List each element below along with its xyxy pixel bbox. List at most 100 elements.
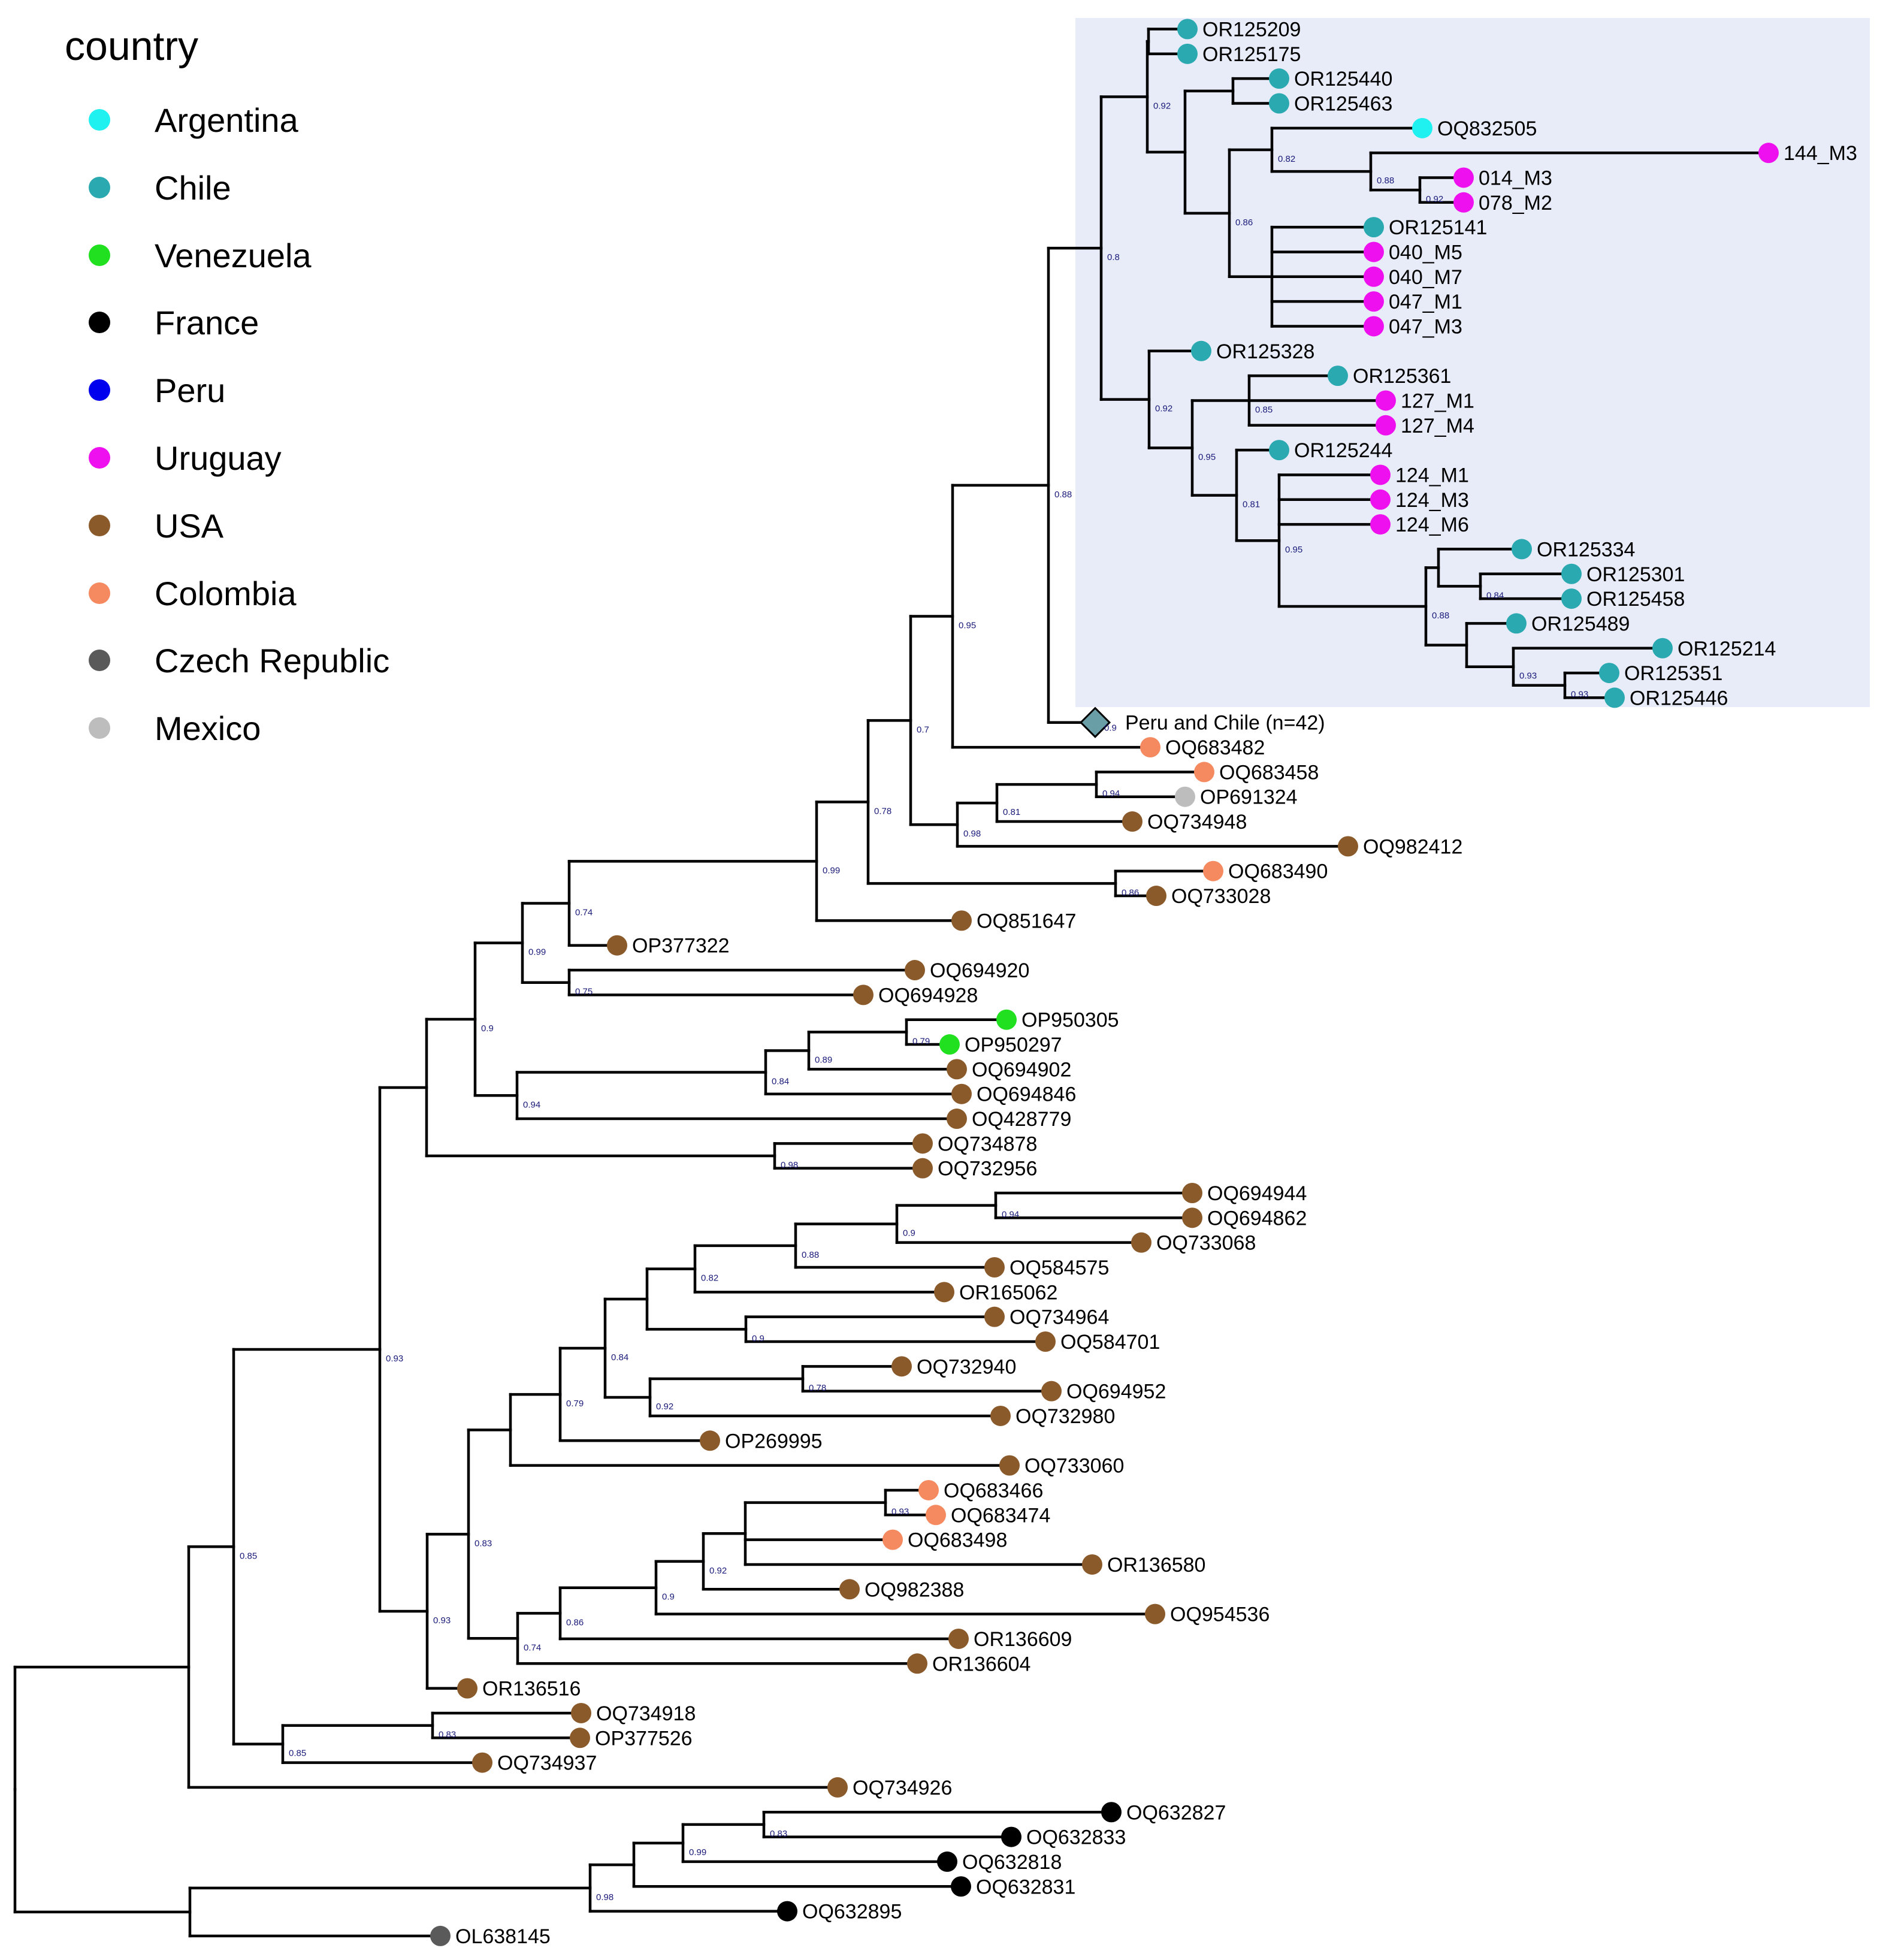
tip-point xyxy=(1412,117,1432,138)
support-value: 0.9 xyxy=(752,1333,764,1343)
tip-label: OQ732980 xyxy=(1015,1405,1115,1428)
tip-point xyxy=(1101,1802,1122,1823)
tip-label: OQ694862 xyxy=(1207,1207,1307,1230)
collapsed-support: 0.9 xyxy=(1104,723,1117,733)
tip-point xyxy=(571,1702,591,1723)
branches xyxy=(13,28,1770,1938)
support-value: 0.78 xyxy=(874,806,891,816)
tip-point xyxy=(912,1158,933,1179)
tip-label: OQ428779 xyxy=(972,1108,1071,1131)
tip-label: OQ632895 xyxy=(802,1901,902,1923)
tip-point xyxy=(1376,415,1396,436)
support-value: 0.84 xyxy=(1486,590,1504,600)
tip-point xyxy=(934,1282,954,1303)
support-value: 0.99 xyxy=(823,865,840,875)
tip-point xyxy=(472,1752,492,1773)
tip-point xyxy=(1082,1554,1102,1575)
tip-label: OR136609 xyxy=(974,1628,1072,1651)
tip-label: OQ734878 xyxy=(938,1132,1037,1155)
tip-point xyxy=(1269,93,1289,114)
tip-label: 124_M1 xyxy=(1395,464,1469,487)
tip-label: OR125244 xyxy=(1294,439,1392,462)
tip-point xyxy=(607,935,627,956)
tip-point xyxy=(905,960,925,981)
legend-swatch-venezuela xyxy=(89,244,110,266)
support-value: 0.78 xyxy=(809,1383,826,1393)
tip-point xyxy=(891,1356,912,1377)
tip-point xyxy=(827,1777,848,1798)
tip-label: OL638145 xyxy=(455,1925,551,1948)
tip-point xyxy=(1203,860,1223,881)
tip-label: OR125141 xyxy=(1389,216,1487,239)
tip-label: OQ694944 xyxy=(1207,1182,1307,1205)
tip-label: OP950297 xyxy=(965,1034,1062,1056)
tip-point xyxy=(984,1257,1005,1278)
tip-point xyxy=(947,1059,967,1080)
tip-label: OQ733028 xyxy=(1171,885,1271,908)
support-value: 0.98 xyxy=(596,1892,613,1902)
tip-point xyxy=(1561,588,1582,609)
legend-label: Mexico xyxy=(155,709,261,747)
tip-label: OQ982388 xyxy=(865,1578,964,1601)
tip-label: OQ954536 xyxy=(1170,1603,1270,1626)
tip-label: OQ683466 xyxy=(944,1479,1043,1502)
tip-point xyxy=(918,1479,939,1500)
support-value: 0.9 xyxy=(662,1592,675,1602)
tip-label: 144_M3 xyxy=(1784,142,1857,165)
support-value: 0.99 xyxy=(528,947,546,958)
tip-point xyxy=(1370,489,1391,510)
support-value: 0.85 xyxy=(289,1748,306,1759)
tip-label: OR125361 xyxy=(1353,365,1451,388)
tip-point xyxy=(1364,266,1384,287)
tip-label: 124_M3 xyxy=(1395,489,1469,512)
tip-point xyxy=(907,1653,927,1674)
tip-label: OQ733068 xyxy=(1156,1232,1256,1255)
tip-label: OQ734937 xyxy=(497,1752,597,1775)
support-value: 0.85 xyxy=(240,1551,257,1561)
tip-label: OQ734918 xyxy=(596,1702,696,1725)
tip-label: OR136580 xyxy=(1107,1554,1205,1577)
tip-point xyxy=(1035,1331,1056,1352)
tip-point xyxy=(912,1133,933,1154)
tip-label: OP269995 xyxy=(725,1430,823,1452)
tip-label: OR125214 xyxy=(1678,638,1776,660)
support-value: 0.93 xyxy=(386,1354,403,1364)
tip-label: OR136516 xyxy=(482,1678,581,1701)
legend-swatch-mexico xyxy=(89,717,110,739)
tip-label: OQ734948 xyxy=(1147,811,1247,833)
tip-point xyxy=(1364,241,1384,262)
tip-label: OP691324 xyxy=(1200,786,1298,809)
support-value: 0.81 xyxy=(1243,500,1260,510)
support-value: 0.75 xyxy=(575,987,593,997)
legend-swatch-colombia xyxy=(89,582,110,604)
tip-label: OR125351 xyxy=(1624,662,1722,685)
legend-label: Venezuela xyxy=(155,237,312,274)
tip-point xyxy=(1561,563,1582,584)
legend-label: Argentina xyxy=(155,101,299,139)
tip-point xyxy=(777,1901,797,1922)
support-value: 0.88 xyxy=(1377,176,1394,186)
tip-point xyxy=(926,1505,946,1526)
tip-label: OQ632831 xyxy=(976,1876,1075,1898)
tip-label: OQ632827 xyxy=(1126,1801,1226,1824)
tip-label: OQ683490 xyxy=(1228,860,1328,883)
tip-label: OP377526 xyxy=(595,1727,693,1750)
tip-point xyxy=(1269,440,1289,461)
support-value: 0.92 xyxy=(656,1402,673,1412)
tip-point xyxy=(882,1529,903,1550)
support-value: 0.99 xyxy=(689,1847,706,1858)
support-value: 0.94 xyxy=(1102,789,1120,799)
tip-label: 078_M2 xyxy=(1479,192,1552,215)
tip-label: OQ694952 xyxy=(1066,1381,1166,1403)
tip-point xyxy=(853,984,874,1005)
tip-label: OQ683474 xyxy=(951,1504,1050,1527)
tip-point xyxy=(1604,687,1625,708)
support-value: 0.84 xyxy=(611,1352,628,1363)
tip-point xyxy=(948,1628,969,1649)
support-value: 0.95 xyxy=(1285,545,1302,555)
tip-point xyxy=(947,1109,967,1130)
support-value: 0.86 xyxy=(1235,218,1253,228)
tip-point xyxy=(1182,1207,1202,1228)
